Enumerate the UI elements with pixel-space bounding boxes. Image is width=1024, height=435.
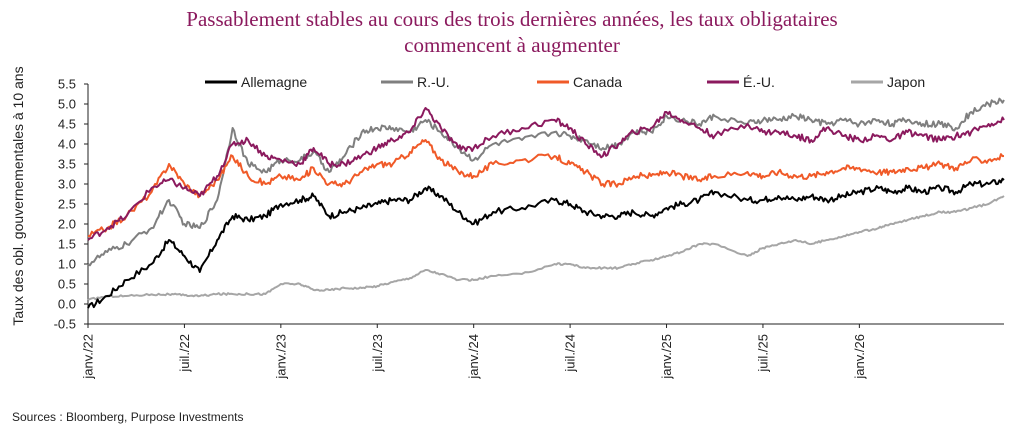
x-tick-label: janv./25	[659, 334, 674, 380]
series-line-0	[87, 177, 1005, 309]
y-tick-label: 5.0	[58, 97, 76, 112]
legend-label: Canada	[573, 74, 622, 90]
series-line-4	[87, 195, 1005, 301]
x-tick-label: juil./24	[563, 334, 578, 373]
chart-title-line-1: Passablement stables au cours des trois …	[186, 7, 838, 31]
x-tick-label: janv./22	[81, 334, 96, 380]
x-tick-label: juil./25	[755, 334, 770, 373]
x-tick-label: janv./24	[466, 334, 481, 380]
y-tick-label: 1.0	[58, 257, 76, 272]
y-tick-label: 4.0	[58, 137, 76, 152]
y-tick-label: 2.5	[58, 197, 76, 212]
x-tick-label: janv./23	[273, 334, 288, 380]
y-tick-label: 5.5	[58, 77, 76, 92]
y-tick-label: 4.5	[58, 117, 76, 132]
x-tick-label: juil./22	[177, 334, 192, 373]
chart-title-line-2: commencent à augmenter	[404, 33, 620, 57]
y-tick-label: 1.5	[58, 237, 76, 252]
y-axis-label: Taux des obl. gouvernementales à 10 ans	[10, 66, 26, 325]
legend-label: Japon	[887, 74, 925, 90]
chart-title: Passablement stables au cours des trois …	[0, 6, 1024, 58]
legend-label: Allemagne	[241, 74, 307, 90]
y-axis: 5.5 5.0 4.5 4.0 3.5 3.0 2.5 2.0 1.5 1.0 0.5 0.0 -0.5	[54, 77, 89, 332]
series-line-1	[87, 97, 1005, 267]
x-tick-label: juil./23	[370, 334, 385, 373]
x-axis: janv./22 juil./22 janv./23 juil./23 janv./24…	[81, 323, 1004, 380]
series-line-3	[87, 107, 1005, 241]
y-tick-label: 3.5	[58, 157, 76, 172]
legend: Allemagne R.-U. Canada É.-U. Japon	[205, 74, 925, 90]
y-tick-label: 0.5	[58, 277, 76, 292]
y-tick-label: 0.0	[58, 297, 76, 312]
y-tick-label: 2.0	[58, 217, 76, 232]
series-line-2	[87, 139, 1005, 238]
sources-note: Sources : Bloomberg, Purpose Investments	[12, 410, 244, 424]
legend-label: É.-U.	[743, 74, 775, 90]
series-lines	[87, 97, 1005, 309]
x-tick-label: janv./26	[852, 334, 867, 380]
y-tick-label: 3.0	[58, 177, 76, 192]
y-tick-label: -0.5	[54, 317, 76, 332]
legend-label: R.-U.	[417, 74, 450, 90]
